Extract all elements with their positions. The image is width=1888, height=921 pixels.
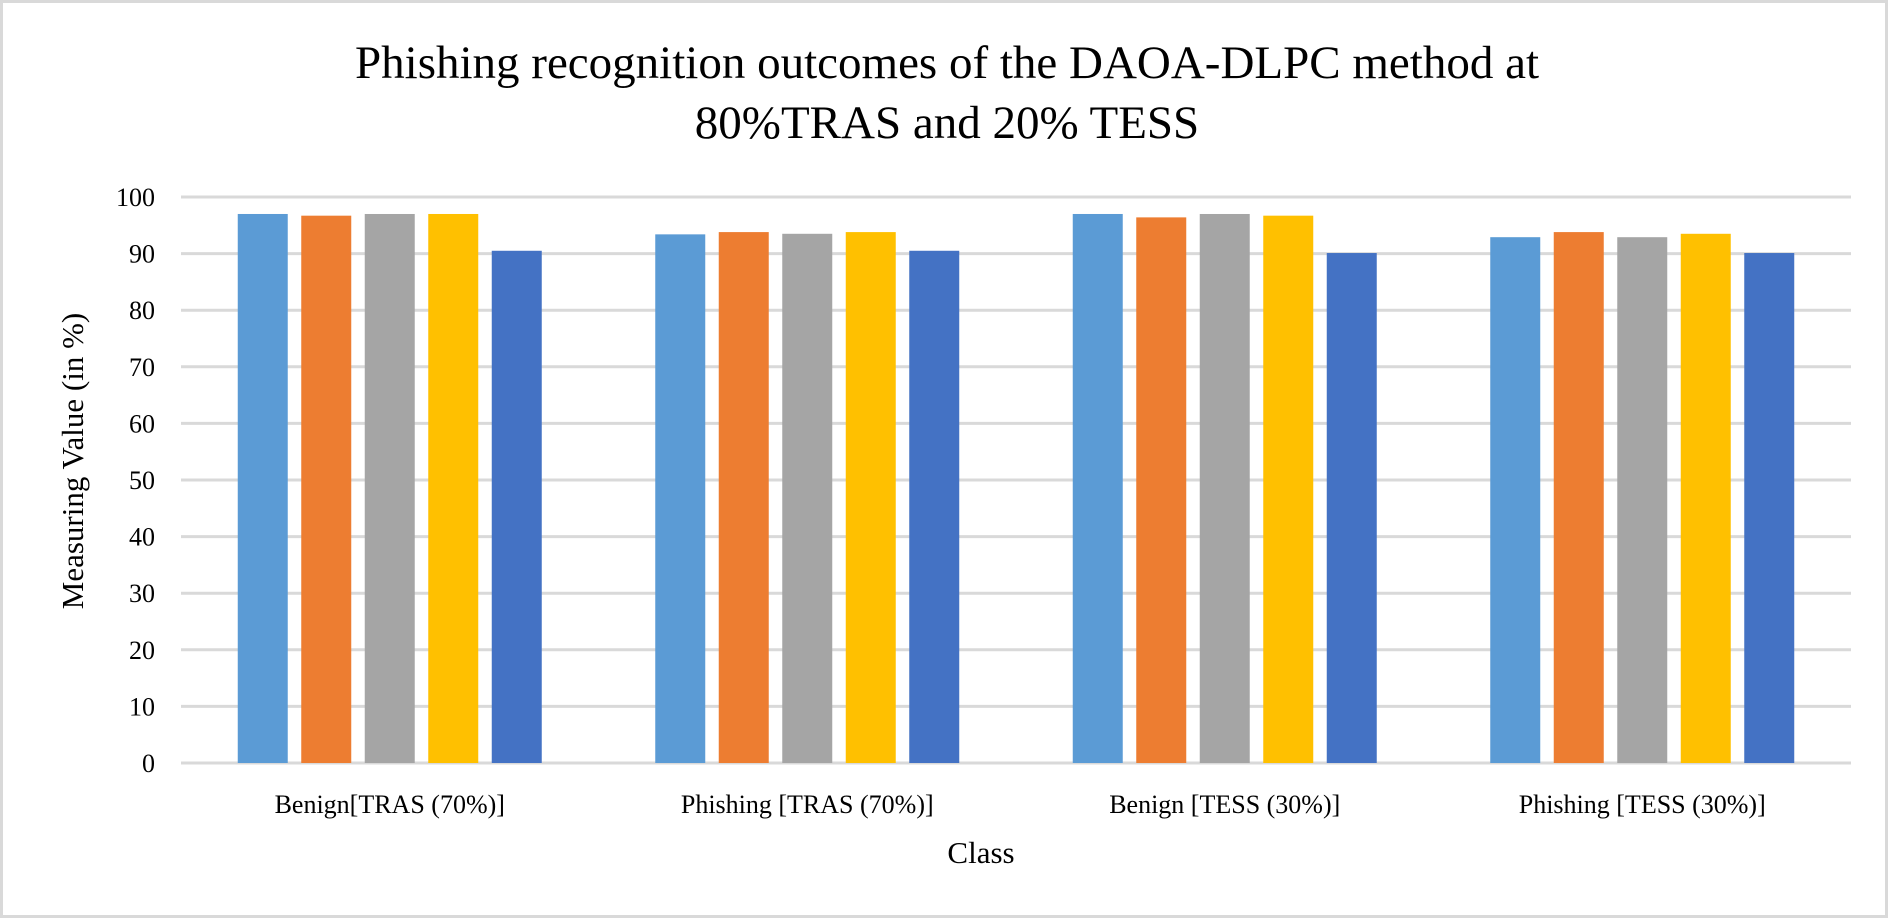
bar-cat1-series5 (491, 250, 542, 763)
y-tick-label: 10 (129, 692, 155, 721)
bar-cat2-series4 (845, 232, 896, 764)
bar-cat3-series3 (1199, 213, 1250, 764)
bar-cat4-series2 (1553, 232, 1604, 764)
x-tick-label: Benign[TRAS (70%)] (275, 790, 505, 819)
bar-cat1-series1 (237, 213, 288, 764)
bar-cat3-series1 (1072, 213, 1123, 764)
y-tick-label: 40 (129, 523, 155, 552)
y-tick-label: 100 (116, 183, 155, 212)
y-tick-label: 20 (129, 636, 155, 665)
bar-cat1-series4 (428, 213, 479, 764)
x-tick-label: Benign [TESS (30%)] (1109, 790, 1340, 819)
bar-cat2-series2 (718, 232, 769, 764)
y-axis-ticks: 0 10 20 30 40 50 60 70 80 90 100 (116, 183, 155, 778)
bar-cat2-series3 (782, 233, 833, 764)
chart-title-line-2: 80%TRAS and 20% TESS (695, 97, 1199, 149)
chart-title-line-1: Phishing recognition outcomes of the DAO… (355, 37, 1539, 89)
y-tick-label: 90 (129, 240, 155, 269)
bar-cat4-series4 (1680, 233, 1731, 764)
bar-cat4-series1 (1490, 237, 1541, 763)
chart-title: Phishing recognition outcomes of the DAO… (355, 37, 1539, 149)
bars (237, 213, 1795, 764)
y-tick-label: 70 (129, 353, 155, 382)
bar-cat3-series4 (1263, 215, 1314, 764)
bar-cat2-series1 (655, 234, 706, 763)
x-axis-ticks: Benign[TRAS (70%)] Phishing [TRAS (70%)] B… (275, 790, 1766, 819)
bar-cat4-series5 (1744, 253, 1795, 763)
x-tick-label: Phishing [TESS (30%)] (1519, 790, 1766, 819)
bar-cat3-series2 (1136, 217, 1187, 764)
bar-chart: Phishing recognition outcomes of the DAO… (55, 37, 1851, 870)
y-tick-label: 50 (129, 466, 155, 495)
bar-cat2-series5 (909, 250, 960, 763)
bar-cat1-series2 (301, 215, 352, 764)
bar-cat4-series3 (1617, 237, 1668, 763)
x-tick-label: Phishing [TRAS (70%)] (681, 790, 934, 819)
y-tick-label: 60 (129, 409, 155, 438)
x-axis-title: Class (947, 835, 1014, 870)
y-axis-title: Measuring Value (in %) (55, 313, 90, 609)
bar-cat1-series3 (364, 213, 415, 764)
y-tick-label: 0 (142, 749, 155, 778)
y-tick-label: 30 (129, 579, 155, 608)
y-tick-label: 80 (129, 296, 155, 325)
bar-cat3-series5 (1326, 253, 1377, 763)
